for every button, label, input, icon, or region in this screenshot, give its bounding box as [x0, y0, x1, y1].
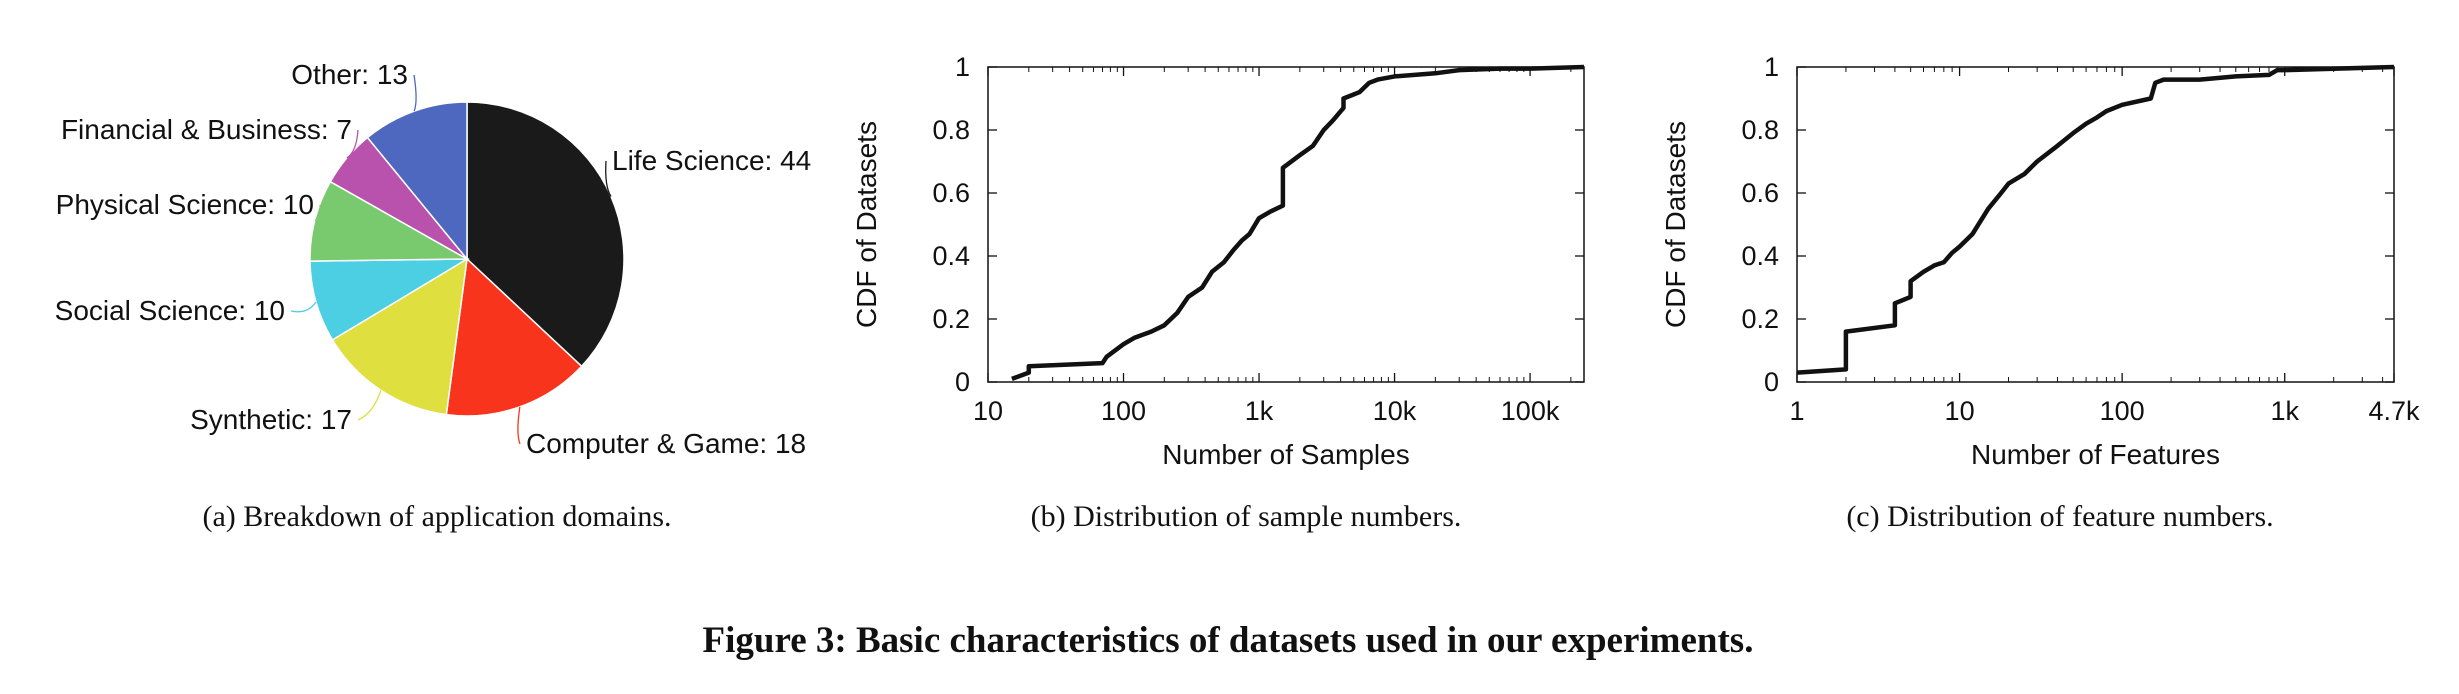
- caption-c: (c) Distribution of feature numbers.: [1846, 500, 2273, 533]
- pie-label-4: Social Science: 10: [55, 295, 285, 326]
- features-x-axis-label: Number of Features: [1971, 439, 2220, 470]
- pie-label-3: Synthetic: 17: [190, 404, 352, 435]
- samples-y-tick-label-1: 0.2: [932, 304, 970, 334]
- samples-x-tick-label-1: 100: [1101, 396, 1146, 426]
- samples-y-axis-label: CDF of Datasets: [851, 121, 882, 328]
- samples-x-tick-label-0: 10: [973, 396, 1003, 426]
- samples-cdf-chart: 0 0.2 0.4 0.6 0.8 1 10 100 1k 10k 100k Number of Sa…: [851, 52, 1585, 470]
- samples-x-axis-label: Number of Samples: [1162, 439, 1409, 470]
- pie-slice-2: [445, 257, 583, 417]
- figure-caption: Figure 3: Basic characteristics of datas…: [703, 620, 1754, 661]
- features-y-tick-label-4: 0.8: [1741, 115, 1779, 145]
- pie-leader-3: [357, 390, 382, 421]
- samples-x-tick-label-4: 100k: [1501, 396, 1560, 426]
- pie-label-2: Computer & Game: 18: [526, 428, 806, 459]
- features-y-tick-label-3: 0.6: [1741, 178, 1779, 208]
- pie-label-1: Life Science: 44: [612, 145, 811, 176]
- features-cdf-chart: 0 0.2 0.4 0.6 0.8 1 1 10 100 1k 4.7k Number of Feat…: [1660, 52, 2420, 470]
- pie-leader-2: [517, 406, 521, 445]
- pie-chart: Life Science: 44 Computer & Game: 18 Synth…: [55, 59, 812, 459]
- features-cdf-line: [1796, 64, 2395, 375]
- caption-b: (b) Distribution of sample numbers.: [1031, 500, 1462, 533]
- samples-y-tick-label-2: 0.4: [932, 241, 970, 271]
- pie-slice-3: [331, 257, 468, 416]
- pie-label-6: Financial & Business: 7: [61, 114, 352, 145]
- features-y-tick-label-5: 1: [1764, 52, 1779, 82]
- features-x-tick-label-2: 100: [2100, 396, 2145, 426]
- features-y-axis-label: CDF of Datasets: [1660, 121, 1691, 328]
- pie-leader-5: [314, 204, 321, 221]
- pie-leader-6: [346, 129, 359, 159]
- features-y-tick-label-1: 0.2: [1741, 304, 1779, 334]
- samples-plot-frame: [987, 66, 1585, 383]
- features-x-tick-label-3: 1k: [2270, 396, 2299, 426]
- samples-cdf-line: [1011, 64, 1585, 382]
- pie-slice-7: [366, 101, 468, 262]
- pie-label-7: Other: 13: [291, 59, 408, 90]
- samples-x-tick-label-2: 1k: [1245, 396, 1274, 426]
- features-y-tick-label-0: 0: [1764, 367, 1779, 397]
- features-y-tick-label-2: 0.4: [1741, 241, 1779, 271]
- pie-label-5: Physical Science: 10: [56, 189, 314, 220]
- pie-leader-4: [290, 301, 317, 313]
- samples-y-tick-label-0: 0: [955, 367, 970, 397]
- features-x-tick-label-0: 1: [1789, 396, 1804, 426]
- features-plot-frame: [1796, 66, 2395, 383]
- features-x-tick-label-4: 4.7k: [2368, 396, 2420, 426]
- samples-y-tick-label-4: 0.8: [932, 115, 970, 145]
- caption-a: (a) Breakdown of application domains.: [202, 500, 671, 533]
- samples-x-tick-label-3: 10k: [1373, 396, 1417, 426]
- pie-leader-7: [413, 74, 417, 112]
- samples-y-tick-label-3: 0.6: [932, 178, 970, 208]
- pie-leader-1: [605, 160, 612, 197]
- features-x-tick-label-1: 10: [1945, 396, 1975, 426]
- samples-y-tick-label-5: 1: [955, 52, 970, 82]
